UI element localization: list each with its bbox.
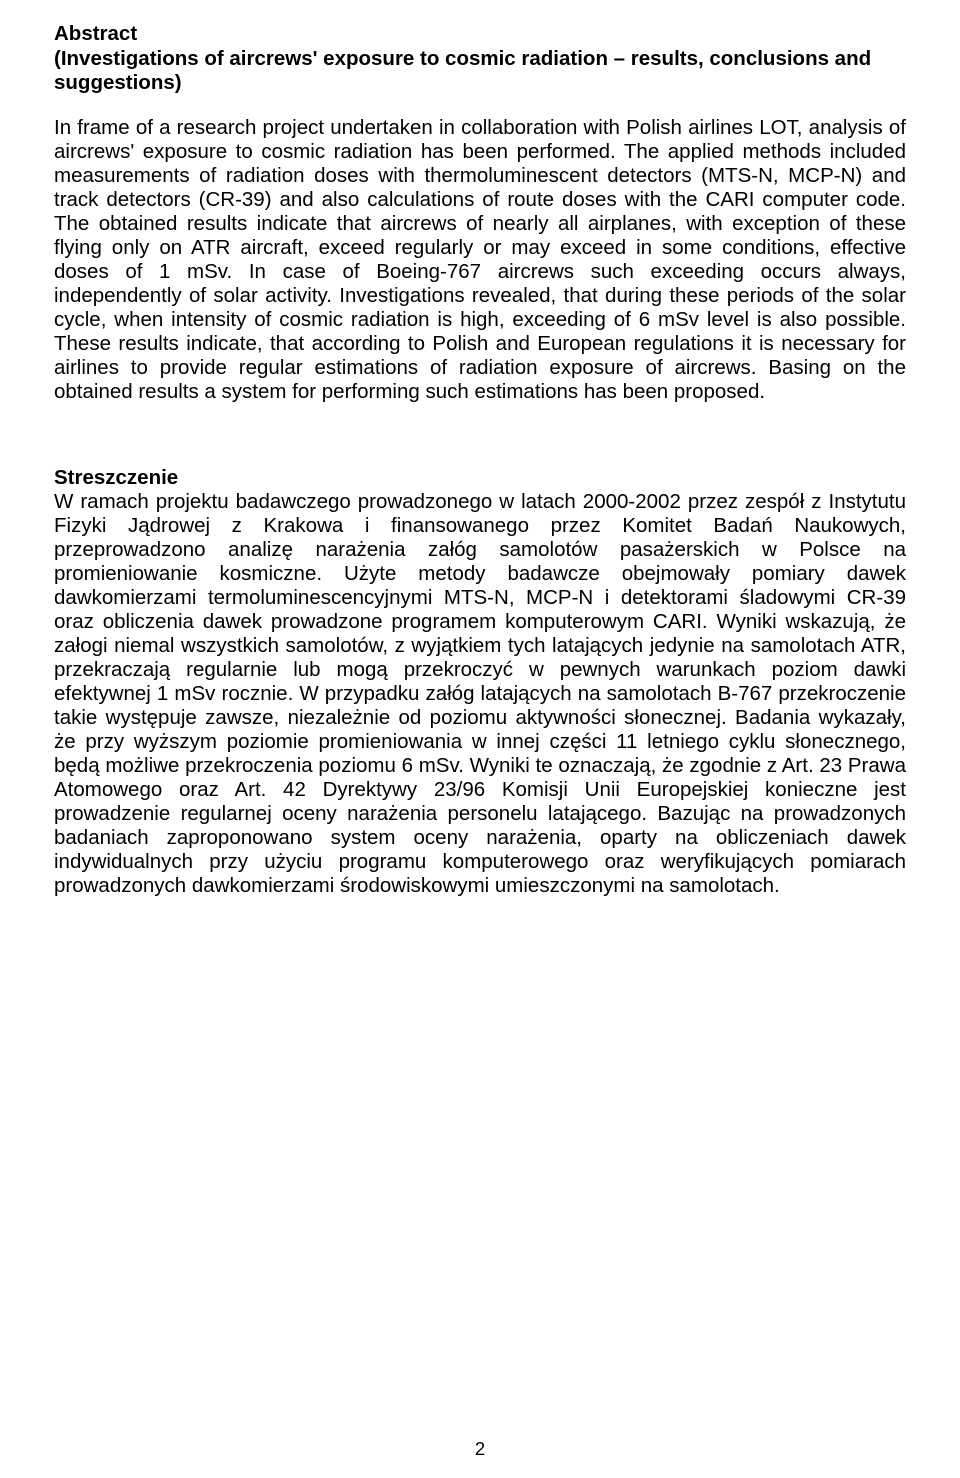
streszczenie-heading: Streszczenie [54,466,906,491]
abstract-subheading: (Investigations of aircrews' exposure to… [54,47,906,96]
page-number: 2 [475,1438,485,1460]
abstract-section: Abstract (Investigations of aircrews' ex… [54,22,906,404]
abstract-heading: Abstract [54,22,906,47]
streszczenie-section: Streszczenie W ramach projektu badawczeg… [54,466,906,898]
abstract-body: In frame of a research project undertake… [54,116,906,404]
streszczenie-body: W ramach projektu badawczego prowadzoneg… [54,490,906,898]
